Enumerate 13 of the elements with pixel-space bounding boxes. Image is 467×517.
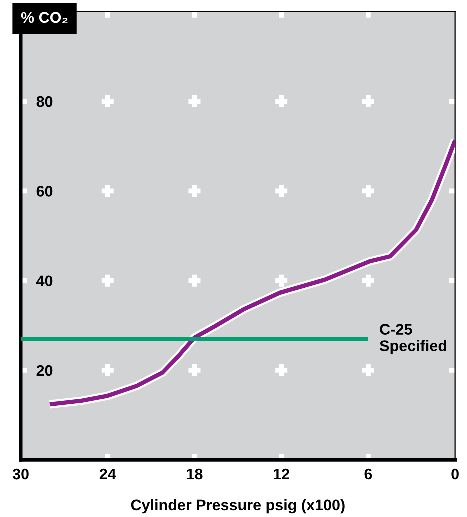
- x-tick-label: 30: [12, 468, 29, 480]
- x-axis-title: Cylinder Pressure psig (x100): [131, 499, 345, 514]
- y-tick-label: 20: [36, 365, 53, 376]
- x-tick-label: 12: [274, 468, 290, 480]
- x-tick-label: 18: [187, 468, 203, 480]
- x-tick-label: 6: [364, 468, 372, 480]
- x-tick-label: 0: [452, 468, 459, 480]
- y-tick-label: 40: [36, 276, 53, 287]
- x-tick-label: 24: [100, 468, 116, 480]
- y-tick-label: 80: [36, 96, 53, 108]
- y-tick-label: 60: [36, 186, 53, 197]
- series-label: C-25 Specified: [380, 324, 446, 354]
- y-axis-title: % CO₂: [21, 12, 68, 24]
